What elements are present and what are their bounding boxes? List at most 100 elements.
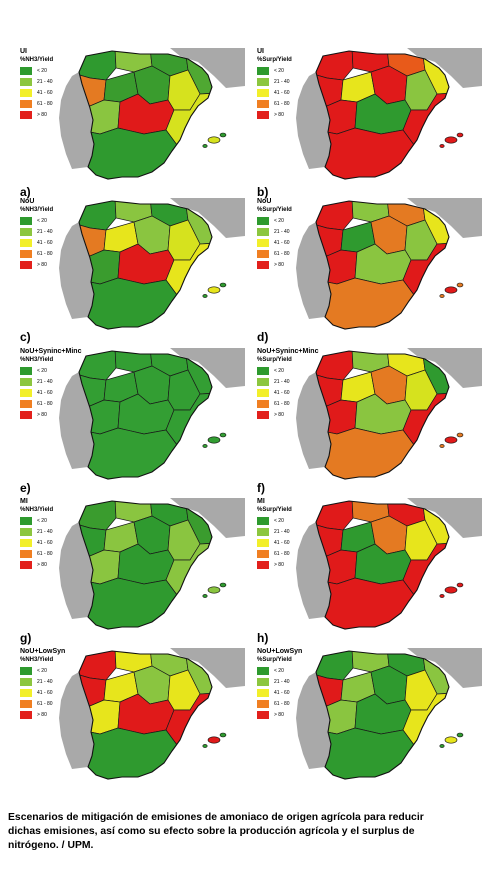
legend: < 20 21 - 40 41 - 60 61 - 80 > 80 [20,666,90,721]
portugal-area [59,72,94,169]
legend-label: < 20 [37,668,47,674]
legend-label: < 20 [37,368,47,374]
spain-map-j [296,648,482,780]
balearic-island [219,582,227,588]
legend-item: > 80 [20,260,90,271]
france-area [170,348,245,388]
map-panel-a: UI %NH3/Yield < 20 21 - 40 41 - 60 61 - 80 > 8… [20,48,245,198]
legend-label: > 80 [274,712,284,718]
map-panel-d: NoU %Surp/Yield < 20 21 - 40 41 - 60 61 - 80 >… [257,198,482,348]
legend-label: < 20 [274,668,284,674]
legend-label: > 80 [274,412,284,418]
legend-label: 61 - 80 [274,551,290,557]
spain-map-a [59,48,245,180]
spain-outline [315,50,450,180]
legend: < 20 21 - 40 41 - 60 61 - 80 > 80 [20,366,90,421]
legend-swatch [257,667,269,675]
legend-swatch [20,711,32,719]
legend: < 20 21 - 40 41 - 60 61 - 80 > 80 [257,66,327,121]
legend-label: > 80 [274,112,284,118]
legend-swatch [20,78,32,86]
legend-swatch [257,400,269,408]
legend-item: > 80 [20,710,90,721]
legend-label: 21 - 40 [37,229,53,235]
balearic-island [456,432,464,438]
legend-item: 41 - 60 [20,88,90,99]
balearic-island [207,736,221,744]
legend-item: 41 - 60 [20,388,90,399]
panel-label-h: h) [257,631,269,645]
balearic-island [444,586,458,594]
legend-label: 61 - 80 [274,401,290,407]
balearic-island [202,444,208,448]
legend-swatch [20,678,32,686]
france-area [170,198,245,238]
legend-label: 21 - 40 [37,529,53,535]
balearic-island [444,136,458,144]
legend-item: 21 - 40 [20,77,90,88]
legend-label: 41 - 60 [37,690,53,696]
legend-swatch [257,411,269,419]
legend-item: 21 - 40 [257,677,327,688]
balearic-island [444,436,458,444]
portugal-area [296,72,331,169]
balearic-island [219,432,227,438]
legend-label: 61 - 80 [274,101,290,107]
caption-line-3: nitrógeno. / UPM. [8,840,94,851]
portugal-area [296,372,331,469]
portugal-area [296,522,331,619]
legend-swatch [257,100,269,108]
france-area [170,498,245,538]
legend-swatch [257,217,269,225]
panel-subtitle: %NH3/Yield [20,207,54,213]
legend-label: 21 - 40 [37,79,53,85]
legend-label: 41 - 60 [274,690,290,696]
balearic-island [202,744,208,748]
balearic-island [219,132,227,138]
balearic-island [456,132,464,138]
legend-item: 61 - 80 [257,399,327,410]
legend-item: > 80 [257,410,327,421]
legend-label: 41 - 60 [37,90,53,96]
legend-swatch [257,711,269,719]
legend-swatch [257,528,269,536]
legend-item: > 80 [257,110,327,121]
balearic-island [439,744,445,748]
france-area [407,348,482,388]
legend-swatch [20,239,32,247]
legend: < 20 21 - 40 41 - 60 61 - 80 > 80 [257,366,327,421]
legend-swatch [257,367,269,375]
legend-item: > 80 [257,710,327,721]
legend-swatch [20,378,32,386]
legend-label: 41 - 60 [37,240,53,246]
legend-item: 61 - 80 [20,699,90,710]
legend-item: < 20 [257,66,327,77]
map-panel-h: MI %Surp/Yield < 20 21 - 40 41 - 60 61 - 80 > … [257,498,482,648]
spain-map-h [296,498,482,630]
legend-swatch [20,539,32,547]
spain-outline [78,200,213,330]
legend-label: 61 - 80 [37,551,53,557]
balearic-island [439,294,445,298]
legend-item: < 20 [20,516,90,527]
legend-label: 61 - 80 [274,251,290,257]
legend-label: 21 - 40 [274,79,290,85]
legend-item: > 80 [20,410,90,421]
legend-label: 61 - 80 [37,701,53,707]
legend-item: 61 - 80 [257,99,327,110]
portugal-area [59,672,94,769]
panel-subtitle: %Surp/Yield [257,357,292,363]
panel-title: NoU [20,198,35,205]
france-area [407,48,482,88]
legend: < 20 21 - 40 41 - 60 61 - 80 > 80 [257,666,327,721]
panel-subtitle: %Surp/Yield [257,57,292,63]
spain-map-d [296,198,482,330]
balearic-island [219,732,227,738]
map-panel-f: NoU+Syninc+Minc %Surp/Yield < 20 21 - 40 41 … [257,348,482,498]
legend-swatch [20,389,32,397]
legend-label: 21 - 40 [274,529,290,535]
legend-swatch [20,100,32,108]
panel-subtitle: %Surp/Yield [257,207,292,213]
spain-map-i [59,648,245,780]
legend-item: 21 - 40 [257,527,327,538]
